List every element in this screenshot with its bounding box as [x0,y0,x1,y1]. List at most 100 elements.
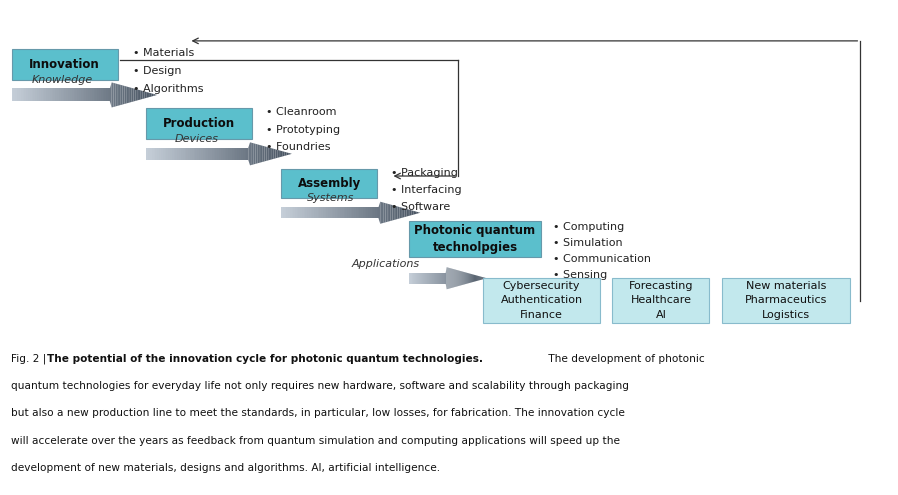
Polygon shape [482,277,483,280]
Polygon shape [128,87,130,103]
Polygon shape [478,276,479,281]
Polygon shape [119,85,120,105]
Polygon shape [316,207,318,218]
Polygon shape [389,204,391,221]
Polygon shape [217,148,219,160]
Polygon shape [357,207,359,218]
Polygon shape [304,207,305,218]
Polygon shape [479,276,480,280]
Polygon shape [90,89,92,101]
Polygon shape [471,274,472,283]
Polygon shape [324,207,326,218]
Polygon shape [348,207,349,218]
Polygon shape [141,91,143,99]
Polygon shape [349,207,350,218]
Polygon shape [429,273,430,284]
Text: • Materials: • Materials [133,48,194,58]
Polygon shape [110,82,111,107]
Polygon shape [405,208,406,217]
Polygon shape [99,89,101,101]
Polygon shape [361,207,363,218]
Polygon shape [366,207,368,218]
Polygon shape [175,148,177,160]
Polygon shape [134,89,136,101]
Polygon shape [457,270,458,286]
Polygon shape [150,93,152,97]
Polygon shape [300,207,302,218]
Polygon shape [24,89,26,101]
Polygon shape [159,148,161,160]
Polygon shape [77,89,79,101]
Polygon shape [39,89,40,101]
Polygon shape [194,148,196,160]
Polygon shape [288,153,290,155]
Polygon shape [417,212,418,214]
Polygon shape [95,89,97,101]
Polygon shape [59,89,61,101]
Polygon shape [354,207,356,218]
Polygon shape [292,207,294,218]
Polygon shape [208,148,210,160]
Polygon shape [314,207,316,218]
Polygon shape [461,271,462,286]
Polygon shape [442,273,443,284]
Polygon shape [374,207,375,218]
Polygon shape [101,89,102,101]
Polygon shape [392,205,394,220]
Polygon shape [57,89,59,101]
Polygon shape [179,148,180,160]
Polygon shape [382,202,383,223]
Polygon shape [190,148,192,160]
Polygon shape [412,273,413,284]
Text: development of new materials, designs and algorithms. AI, artificial intelligenc: development of new materials, designs an… [11,463,440,473]
Polygon shape [146,92,148,98]
Polygon shape [276,149,277,158]
Polygon shape [436,273,437,284]
Polygon shape [187,148,189,160]
Polygon shape [468,273,469,283]
Polygon shape [453,269,454,288]
Text: Fig. 2 |: Fig. 2 | [11,354,49,364]
Polygon shape [283,151,285,156]
Polygon shape [335,207,337,218]
Polygon shape [475,275,476,282]
Polygon shape [333,207,335,218]
Polygon shape [409,273,410,284]
Polygon shape [104,89,106,101]
Polygon shape [251,143,253,165]
Polygon shape [285,152,286,156]
Polygon shape [31,89,33,101]
Polygon shape [164,148,166,160]
Text: Forecasting
Healthcare
AI: Forecasting Healthcare AI [629,281,693,320]
Polygon shape [365,207,366,218]
Polygon shape [228,148,230,160]
Text: Cybersecurity
Authentication
Finance: Cybersecurity Authentication Finance [500,281,583,320]
Polygon shape [46,89,48,101]
Polygon shape [17,89,19,101]
FancyBboxPatch shape [281,169,377,198]
Polygon shape [462,272,463,285]
Polygon shape [152,148,154,160]
Polygon shape [411,273,412,284]
Polygon shape [255,144,258,164]
Polygon shape [441,273,442,284]
Text: • Algorithms: • Algorithms [133,84,204,94]
Polygon shape [145,92,146,99]
Polygon shape [318,207,320,218]
Polygon shape [416,273,417,284]
Polygon shape [311,207,313,218]
Polygon shape [424,273,425,284]
Polygon shape [458,270,460,286]
Polygon shape [148,93,150,98]
Polygon shape [154,148,155,160]
Polygon shape [290,207,292,218]
Polygon shape [432,273,433,284]
Polygon shape [456,270,457,287]
Polygon shape [302,207,304,218]
Polygon shape [132,88,134,102]
Polygon shape [440,273,441,284]
Polygon shape [12,89,13,101]
Polygon shape [239,148,241,160]
Polygon shape [391,204,392,221]
Polygon shape [63,89,65,101]
